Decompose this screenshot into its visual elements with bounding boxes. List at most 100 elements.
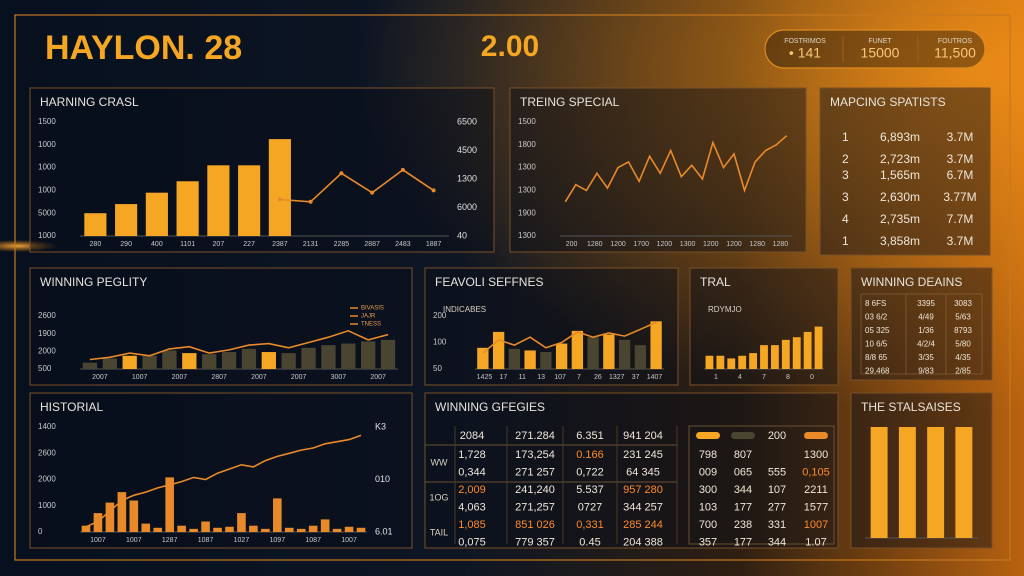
bar <box>237 513 246 532</box>
y-tick-label: 2000 <box>38 475 56 484</box>
y-tick-label: 1300 <box>518 163 536 172</box>
line <box>85 434 362 528</box>
table-cell: 64 345 <box>626 466 660 478</box>
y2-tick-label: 010 <box>375 474 390 484</box>
x-tick-label: 26 <box>594 374 602 381</box>
line-point <box>431 188 436 193</box>
table-cell: 0,722 <box>576 466 604 478</box>
x-tick-label: 2007 <box>251 374 267 381</box>
subtitle: RDYMJO <box>708 305 742 314</box>
bar <box>238 165 261 236</box>
right-cell: 807 <box>734 449 752 461</box>
list-cell: 2,723m <box>880 152 920 166</box>
table-cell: 957 280 <box>623 484 663 496</box>
x-tick-label: 11 <box>519 374 526 381</box>
x-tick-label: 400 <box>151 241 163 248</box>
bar <box>177 525 186 532</box>
bar <box>102 358 117 369</box>
bar <box>770 345 779 369</box>
x-tick-label: 1087 <box>305 537 321 544</box>
bar <box>261 352 276 369</box>
list-cell: 2 <box>842 152 849 166</box>
x-tick-label: 2131 <box>303 241 319 248</box>
x-tick-label: 1287 <box>162 537 178 544</box>
bar <box>803 331 812 369</box>
bar <box>145 192 168 236</box>
table-cell: 0727 <box>578 501 602 513</box>
grid-cell: 9/83 <box>918 367 934 376</box>
list-cell: 3.7M <box>947 130 974 144</box>
table-cell: 0,075 <box>458 536 486 548</box>
table-cell: 851 026 <box>515 519 555 531</box>
stats-pill <box>764 29 986 69</box>
list-cell: 3.7M <box>947 234 974 248</box>
grid-cell: 3083 <box>954 299 972 308</box>
right-cell: 0,105 <box>802 466 830 478</box>
x-tick-label: 1327 <box>609 374 625 381</box>
panel-title: HISTORIAL <box>40 400 103 414</box>
right-cell: 1.07 <box>805 536 826 548</box>
swatch <box>696 432 720 439</box>
x-tick-label: 290 <box>120 241 132 248</box>
x-tick-label: 1887 <box>426 241 442 248</box>
x-tick-label: 1300 <box>680 241 696 248</box>
subtitle: INDICABES <box>443 305 486 314</box>
x-tick-label: 4 <box>738 374 742 381</box>
line-point <box>277 197 282 202</box>
panel-title: MAPCING SPATISTS <box>830 95 946 109</box>
right-cell: 798 <box>699 449 717 461</box>
right-cell: 1300 <box>804 449 828 461</box>
right-cell: 1577 <box>804 501 828 513</box>
table-cell: 2,009 <box>458 484 486 496</box>
list-cell: 3 <box>842 168 849 182</box>
center-value: 2.00 <box>481 30 539 63</box>
line <box>482 321 657 354</box>
grid-frame <box>860 293 983 375</box>
list-cell: 3 <box>842 190 849 204</box>
bar <box>176 181 199 236</box>
x-tick-label: 207 <box>213 241 225 248</box>
row-label: TAIL <box>430 527 448 537</box>
right-cell: 331 <box>768 519 786 531</box>
x-tick-label: 200 <box>566 241 578 248</box>
list-cell: 6,893m <box>880 130 920 144</box>
title: HAYLON. 28 <box>45 29 242 67</box>
line-point <box>370 190 375 195</box>
table-header: 271.284 <box>515 430 555 442</box>
table-cell: 241,240 <box>515 484 555 496</box>
panel <box>819 87 991 256</box>
y-tick-label: 2000 <box>38 346 56 355</box>
table-frame <box>688 425 835 545</box>
bar <box>571 330 584 369</box>
grid-cell: 8793 <box>954 326 972 335</box>
grid-cell: 8 6FS <box>865 299 886 308</box>
bar <box>273 498 282 532</box>
line-point <box>308 199 313 204</box>
bar <box>115 204 138 236</box>
table-cell: 5.537 <box>576 484 604 496</box>
x-tick-label: 1097 <box>270 537 286 544</box>
y-tick-label: 1000 <box>38 501 56 510</box>
row-label: WW <box>431 457 448 467</box>
bar <box>202 354 217 369</box>
table-header: 2084 <box>460 430 484 442</box>
table-cell: 271 257 <box>515 466 555 478</box>
y-tick-label: 1500 <box>518 117 536 126</box>
table-cell: 173,254 <box>515 449 555 461</box>
right-cell: 555 <box>768 466 786 478</box>
grid-cell: 5/63 <box>955 313 971 322</box>
y-tick-label: 2600 <box>38 448 56 457</box>
bar <box>332 528 342 532</box>
grid-cell: 4/2/4 <box>917 340 935 349</box>
x-tick-label: 3007 <box>331 374 347 381</box>
grid-cell: 10 6/5 <box>865 340 888 349</box>
bar <box>870 427 888 538</box>
y-tick-label: 0 <box>38 527 43 536</box>
bar <box>201 521 210 532</box>
bar <box>162 350 177 369</box>
bar <box>955 427 973 538</box>
table-header: 941 204 <box>623 430 663 442</box>
bar <box>356 527 366 532</box>
bar <box>555 343 568 369</box>
